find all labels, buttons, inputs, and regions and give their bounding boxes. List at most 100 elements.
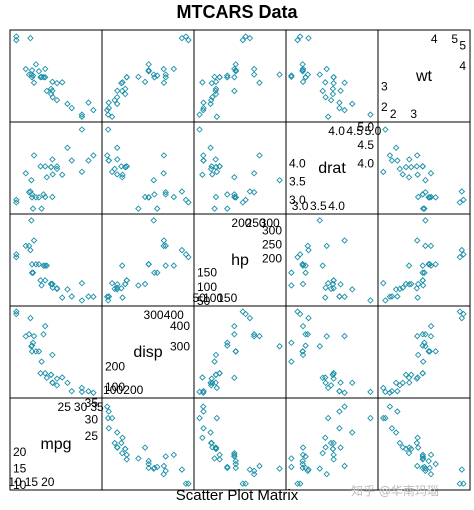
data-point [199,374,206,381]
data-point [394,293,401,300]
data-point [337,281,344,288]
data-point [13,36,20,44]
data-point [422,342,429,350]
data-point [78,279,86,287]
diagonal-tick-label: 4.0 [328,199,345,213]
data-point [380,384,387,392]
data-point [49,379,56,386]
data-point [30,332,38,340]
data-point [35,261,43,268]
data-point [402,371,410,379]
data-point [105,425,113,432]
data-point [30,237,38,244]
diagonal-tick-label: 30 [74,400,88,414]
diagonal-tick-label: 100 [203,291,223,305]
data-point [108,279,116,287]
data-point [419,205,427,212]
data-point [382,297,389,304]
data-point [348,100,356,108]
data-point [105,99,112,106]
data-point [153,205,161,212]
data-point [64,144,71,152]
scatter-panel-mpg-vs-drat [288,403,374,487]
diagonal-tick-label: 300 [144,308,164,322]
data-point [305,314,312,322]
data-point [341,293,348,300]
data-point [105,157,113,164]
data-point [422,331,429,338]
data-point [170,193,178,201]
data-point [160,242,167,250]
data-point [413,332,421,340]
data-point [41,193,49,201]
data-point [105,293,113,300]
data-point [402,163,410,171]
data-point [405,174,413,181]
data-point [324,414,332,422]
data-point [35,348,43,355]
data-point [182,196,190,204]
data-point [212,193,220,201]
data-point [299,460,306,468]
diagonal-tick-label: 200 [231,216,251,230]
data-point [43,262,51,269]
data-point [29,205,37,212]
diagonal-tick-label: 300 [260,216,280,230]
data-point [414,171,421,178]
data-point [185,36,192,44]
diagonal-tick-label: 3.0 [292,199,309,213]
data-point [319,449,326,457]
data-point [212,87,219,94]
data-point [413,152,421,159]
data-point [250,470,258,478]
data-point [460,196,467,204]
data-point [224,74,231,81]
data-point [232,464,239,472]
data-point [425,194,432,201]
data-point [407,445,415,453]
data-point [111,439,118,447]
scatter-panel-disp-vs-mpg [13,308,97,397]
data-point [114,444,121,451]
data-point [49,281,56,288]
data-point [419,191,426,198]
data-point [394,388,401,395]
data-point [49,351,56,359]
scatter-panel-mpg-vs-hp [196,403,283,487]
data-point [299,457,306,465]
data-point [27,188,34,195]
data-point [413,163,421,170]
data-point [118,163,125,170]
data-point [78,113,86,120]
data-point [336,387,343,395]
diagonal-tick-label: 4.5 [357,138,374,152]
data-point [224,342,231,349]
data-point [341,332,348,340]
data-point [153,72,161,79]
scatter-panel-hp-vs-drat [288,217,374,304]
data-point [53,165,61,173]
diagonal-tick-label: 5 [451,32,458,46]
data-point [419,269,426,276]
data-point [35,68,43,75]
data-point [394,157,401,164]
data-point [432,194,439,201]
data-point [118,87,126,95]
data-point [299,444,307,451]
data-point [305,466,312,473]
data-point [27,34,34,42]
data-point [145,261,152,268]
data-point [299,351,307,359]
data-point [336,293,343,300]
data-point [316,342,324,350]
data-point [288,455,295,462]
data-point [413,285,421,292]
data-point [162,262,169,269]
data-point [150,176,158,184]
data-point [113,429,121,436]
data-point [256,152,263,159]
data-point [367,414,374,422]
panel-frame [101,29,195,123]
data-point [40,191,47,198]
